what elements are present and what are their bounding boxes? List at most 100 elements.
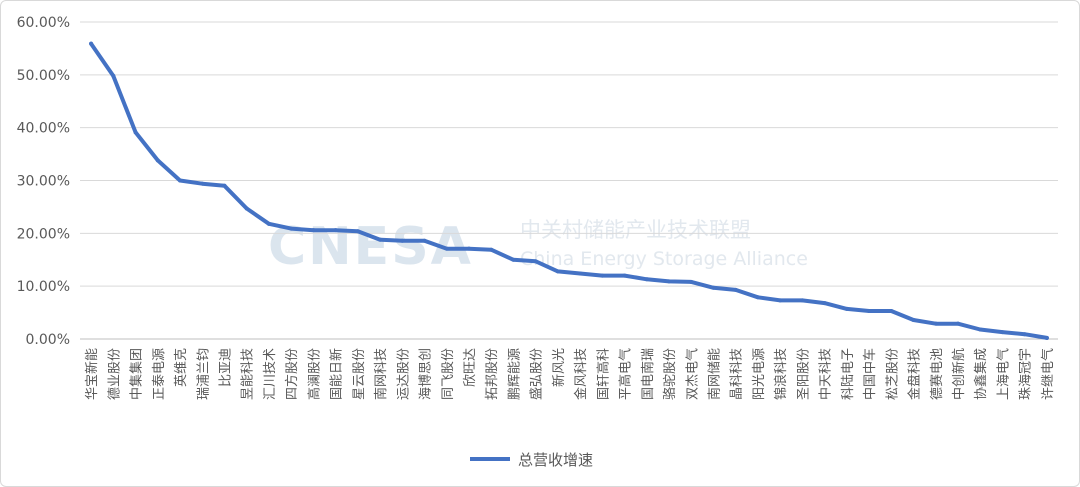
legend-label: 总营收增速 xyxy=(518,450,594,469)
data-point xyxy=(378,237,383,242)
data-point xyxy=(422,238,427,243)
x-tick-label: 中创新航 xyxy=(951,348,967,400)
x-tick-label: 许继电气 xyxy=(1040,348,1056,400)
data-point xyxy=(333,228,338,233)
data-point xyxy=(889,308,894,313)
y-tick-label: 20.00% xyxy=(17,226,70,242)
data-point xyxy=(244,206,249,211)
data-point xyxy=(155,158,160,163)
data-point xyxy=(133,130,138,135)
x-tick-label: 南网储能 xyxy=(706,348,722,400)
data-point xyxy=(755,295,760,300)
data-point xyxy=(844,306,849,311)
x-tick-label: 中天科技 xyxy=(819,348,834,400)
x-tick-label: 四方股份 xyxy=(284,348,300,400)
x-tick-label: 新风光 xyxy=(551,348,567,387)
data-point xyxy=(489,247,494,252)
data-point xyxy=(111,73,116,78)
data-point xyxy=(733,287,738,292)
x-tick-label: 圣阳股份 xyxy=(796,348,811,400)
data-point xyxy=(1044,335,1049,340)
data-point xyxy=(289,226,294,231)
y-tick-label: 0.00% xyxy=(26,332,70,348)
data-point xyxy=(933,321,938,326)
legend: 总营收增速 xyxy=(470,447,593,471)
x-tick-label: 中国中车 xyxy=(862,348,878,400)
x-tick-label: 协鑫集成 xyxy=(973,348,989,400)
series-layer xyxy=(89,41,1049,340)
data-point xyxy=(911,317,916,322)
x-tick-label: 昱能科技 xyxy=(241,348,256,400)
x-tick-label: 上海电气 xyxy=(995,348,1011,400)
x-tick-label: 瑞浦兰钧 xyxy=(196,348,211,400)
x-tick-label: 金风科技 xyxy=(573,348,589,400)
series-line xyxy=(89,41,1049,340)
y-tick-label: 30.00% xyxy=(17,174,70,190)
data-point xyxy=(1000,330,1005,335)
data-point xyxy=(1022,332,1027,337)
data-point xyxy=(578,271,583,276)
x-tick-label: 正泰电源 xyxy=(152,348,167,400)
data-point xyxy=(955,321,960,326)
x-tick-label: 盛弘股份 xyxy=(530,348,545,400)
x-tick-label: 星云股份 xyxy=(352,348,367,400)
y-tick-label: 10.00% xyxy=(17,279,70,295)
data-point xyxy=(222,183,227,188)
y-tick-label: 60.00% xyxy=(17,15,70,31)
x-tick-label: 国电南瑞 xyxy=(640,348,656,400)
x-tick-label: 运达股份 xyxy=(396,348,411,400)
x-tick-label: 平高电气 xyxy=(618,348,634,400)
x-tick-label: 锦浪科技 xyxy=(774,348,789,400)
y-tick-label: 50.00% xyxy=(17,68,70,84)
data-point xyxy=(400,238,405,243)
x-tick-label: 德赛电池 xyxy=(929,348,945,400)
x-axis-ticks: 华宝新能 德业股份 中集集团 正泰电源 英维克 瑞浦兰钧 比亚迪 昱能科技 汇川技术 四方股份 高澜… xyxy=(84,348,1056,400)
data-point xyxy=(466,246,471,251)
watermark-en: China Energy Storage Alliance xyxy=(520,248,808,270)
data-point xyxy=(178,178,183,183)
x-tick-label: 同飞股份 xyxy=(441,348,456,400)
x-tick-label: 华宝新能 xyxy=(84,348,100,400)
legend-swatch xyxy=(470,457,510,461)
x-tick-label: 高澜股份 xyxy=(306,348,322,400)
x-tick-label: 海博思创 xyxy=(419,348,434,400)
data-point xyxy=(511,257,516,262)
data-point xyxy=(689,279,694,284)
x-tick-label: 国能日新 xyxy=(329,348,345,400)
data-point xyxy=(622,273,627,278)
watermark-cn: 中关村储能产业技术联盟 xyxy=(520,218,751,242)
data-point xyxy=(89,41,94,46)
data-point xyxy=(711,285,716,290)
x-tick-label: 中集集团 xyxy=(129,348,145,400)
data-point xyxy=(822,301,827,306)
x-tick-label: 比亚迪 xyxy=(218,348,233,387)
x-tick-label: 汇川技术 xyxy=(263,348,278,400)
data-point xyxy=(978,327,983,332)
x-tick-label: 欣旺达 xyxy=(463,348,478,387)
x-tick-label: 松芝股份 xyxy=(884,348,900,400)
data-point xyxy=(600,273,605,278)
data-point xyxy=(200,181,205,186)
x-tick-label: 科陆电子 xyxy=(840,348,856,400)
data-point xyxy=(800,298,805,303)
data-point xyxy=(778,298,783,303)
x-tick-label: 金盘科技 xyxy=(907,348,923,400)
x-tick-label: 珠海冠宇 xyxy=(1019,348,1034,400)
y-axis-ticks: 0.00% 10.00% 20.00% 30.00% 40.00% 50.00% 60.00… xyxy=(17,15,70,348)
data-point xyxy=(444,246,449,251)
x-tick-label: 英维克 xyxy=(174,348,189,387)
data-point xyxy=(555,269,560,274)
x-tick-label: 南网科技 xyxy=(373,348,389,400)
x-tick-label: 拓邦股份 xyxy=(485,348,500,400)
x-tick-label: 国轩高科 xyxy=(595,348,611,400)
data-point xyxy=(355,229,360,234)
data-point xyxy=(667,279,672,284)
x-tick-label: 阳光电源 xyxy=(752,348,767,400)
x-tick-label: 晶科科技 xyxy=(730,348,745,400)
data-point xyxy=(266,221,271,226)
x-tick-label: 鹏辉能源 xyxy=(507,348,522,400)
x-tick-label: 骆驼股份 xyxy=(662,348,678,400)
data-point xyxy=(533,259,538,264)
